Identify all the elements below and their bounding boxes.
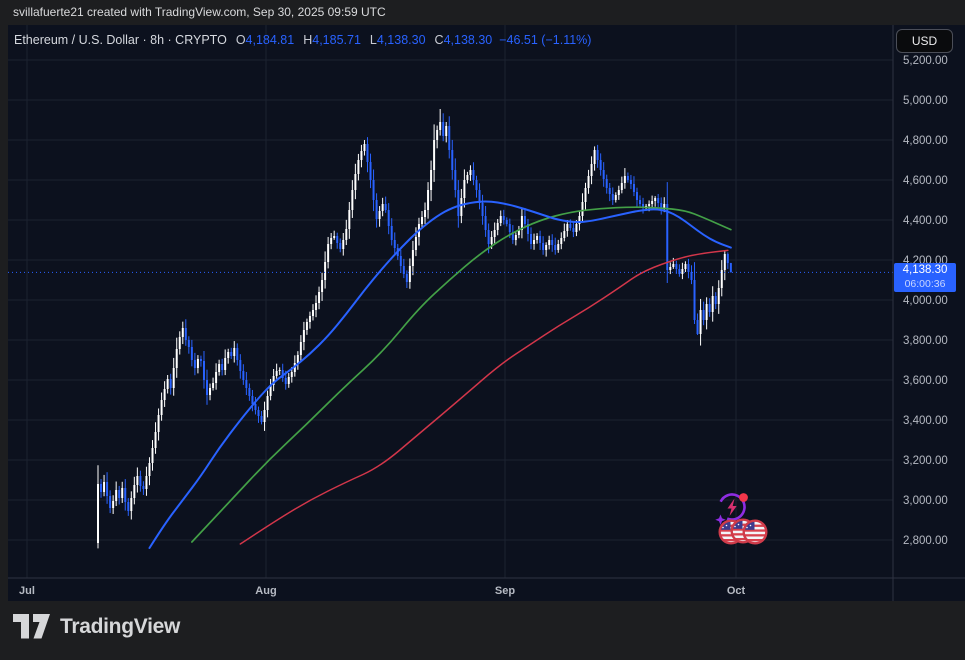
price-tick-label: 3,200.00 bbox=[903, 455, 948, 467]
price-tick-label: 3,600.00 bbox=[903, 375, 948, 387]
last-price-value: 4,138.30 bbox=[902, 264, 948, 276]
top-attribution-bar: svillafuerte21 created with TradingView.… bbox=[0, 0, 965, 25]
low-value: 4,138.30 bbox=[376, 33, 426, 47]
bottom-bar bbox=[0, 601, 965, 660]
gridlines bbox=[8, 25, 893, 578]
time-axis[interactable]: Jul Aug Sep Oct bbox=[19, 585, 745, 597]
chart-pane[interactable] bbox=[8, 25, 965, 601]
time-tick-label: Sep bbox=[495, 585, 515, 597]
low-label: L bbox=[369, 33, 377, 47]
ma-fast-blue bbox=[148, 200, 732, 549]
candle-series bbox=[97, 109, 732, 549]
usa-flag-coin-sticker-icon[interactable] bbox=[720, 520, 767, 544]
close-value: 4,138.30 bbox=[443, 33, 493, 47]
price-tick-label: 2,800.00 bbox=[903, 535, 948, 547]
open-value: 4,184.81 bbox=[245, 33, 295, 47]
price-tick-label: 3,000.00 bbox=[903, 495, 948, 507]
chart-legend: Ethereum / U.S. Dollar · 8h · CRYPTO O4,1… bbox=[14, 33, 591, 47]
price-tick-label: 3,800.00 bbox=[903, 335, 948, 347]
price-tick-label: 4,800.00 bbox=[903, 135, 948, 147]
tradingview-logo-icon bbox=[13, 614, 50, 639]
time-tick-label: Aug bbox=[255, 585, 276, 597]
change-value: −46.51 (−1.11%) bbox=[499, 33, 592, 47]
price-tick-label: 5,200.00 bbox=[903, 55, 948, 67]
bar-countdown: 06:00:36 bbox=[904, 278, 946, 290]
ma-slow-red bbox=[239, 249, 729, 545]
price-tick-label: 4,400.00 bbox=[903, 215, 948, 227]
high-value: 4,185.71 bbox=[312, 33, 361, 47]
symbol-title[interactable]: Ethereum / U.S. Dollar · 8h · CRYPTO bbox=[14, 33, 227, 47]
tradingview-logo[interactable]: TradingView bbox=[13, 614, 180, 639]
time-tick-label: Oct bbox=[727, 585, 746, 597]
last-price-badge[interactable]: 4,138.30 06:00:36 bbox=[894, 263, 956, 292]
time-tick-label: Jul bbox=[19, 585, 35, 597]
sticker-drawings[interactable] bbox=[705, 490, 771, 550]
ma-mid-green bbox=[191, 206, 732, 543]
tradingview-logo-text: TradingView bbox=[60, 614, 181, 638]
price-tick-label: 4,600.00 bbox=[903, 175, 948, 187]
price-tick-label: 4,000.00 bbox=[903, 295, 948, 307]
currency-usd-button[interactable]: USD bbox=[896, 29, 953, 53]
price-axis[interactable]: 5,200.00 5,000.00 4,800.00 4,600.00 4,400.00… bbox=[903, 55, 948, 547]
price-tick-label: 3,400.00 bbox=[903, 415, 948, 427]
attribution-text: svillafuerte21 created with TradingView.… bbox=[13, 5, 386, 19]
price-tick-label: 5,000.00 bbox=[903, 95, 948, 107]
candlestick-chart[interactable]: 5,200.00 5,000.00 4,800.00 4,600.00 4,400.00… bbox=[8, 25, 965, 601]
open-label: O bbox=[235, 33, 246, 47]
high-label: H bbox=[303, 33, 313, 47]
close-label: C bbox=[434, 33, 444, 47]
